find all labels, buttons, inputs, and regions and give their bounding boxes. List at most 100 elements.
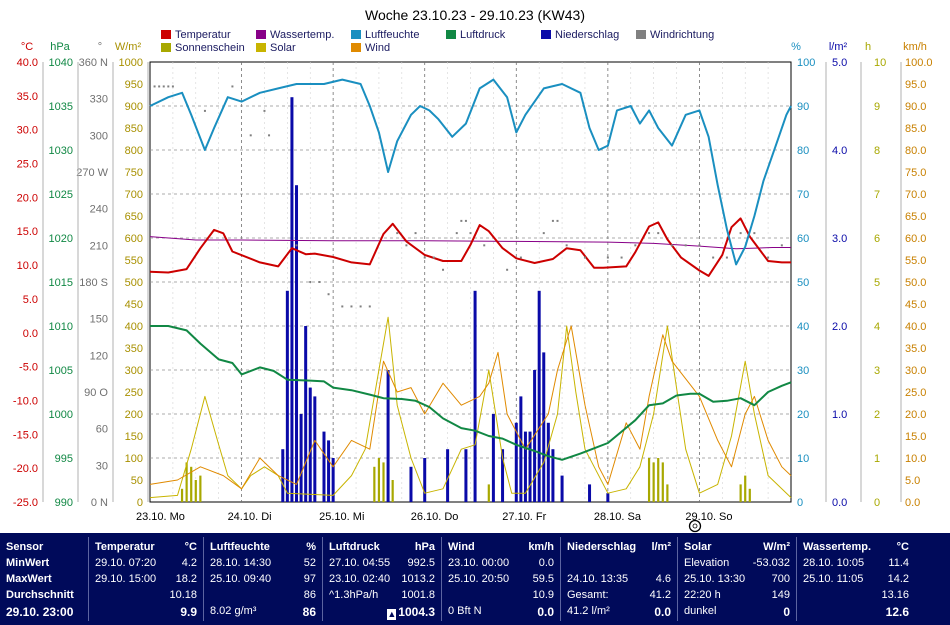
axis-tick-label: 270 W: [76, 167, 108, 179]
bar-niederschlag: [551, 449, 555, 502]
x-tick-label: 24.10. Di: [228, 511, 272, 523]
axis-tick-label: 0: [797, 497, 803, 509]
axis-tick-label: 10: [874, 57, 886, 69]
axis-unit-label: h: [865, 41, 871, 53]
point-windrichtung: [162, 85, 165, 88]
legend-label: Windrichtung: [650, 29, 714, 41]
axis-tick-label: 50.0: [905, 277, 926, 289]
point-windrichtung: [153, 85, 156, 88]
legend-swatch: [351, 43, 361, 52]
point-windrichtung: [396, 232, 399, 235]
point-windrichtung: [460, 219, 463, 222]
bar-niederschlag: [519, 396, 523, 502]
wind-current: 0.0: [537, 605, 554, 619]
axis-tick-label: 90: [797, 101, 809, 113]
line-solar: [149, 316, 792, 499]
axis-tick-label: 1040: [49, 57, 73, 69]
point-windrichtung: [483, 244, 486, 247]
axis-tick-label: 85.0: [905, 123, 926, 135]
panel-col-niederschlag: Niederschlag l/m² 24.10. 13:35 4.6 Gesamt:…: [561, 533, 677, 625]
maxwert-label: MaxWert: [6, 573, 52, 585]
separator: [677, 537, 678, 621]
bar-sonnenschein: [180, 488, 184, 502]
axis-tick-label: 330: [90, 94, 108, 106]
axis-tick-label: 10.0: [17, 260, 38, 272]
bar-sonnenschein: [391, 480, 394, 502]
bar-niederschlag: [281, 449, 285, 502]
point-windrichtung: [414, 232, 417, 235]
x-tick-label: 25.10. Mi: [319, 511, 364, 523]
axis-tick-label: 900: [125, 101, 143, 113]
point-windrichtung: [767, 256, 770, 259]
solar-elevation-value: -53.032: [752, 557, 790, 569]
wind-unit: km/h: [528, 541, 554, 553]
bar-niederschlag: [606, 493, 610, 502]
bar-niederschlag: [546, 422, 550, 502]
axis-tick-label: 850: [125, 123, 143, 135]
axis-tick-label: 1000: [49, 409, 73, 421]
point-windrichtung: [167, 85, 170, 88]
axis-tick-label: 10: [797, 453, 809, 465]
axis-tick-label: 100.0: [905, 57, 933, 69]
bar-niederschlag: [295, 185, 299, 502]
axis-tick-label: 650: [125, 211, 143, 223]
axis-tick-label: 45.0: [905, 299, 926, 311]
weather-chart: Woche 23.10.23 - 29.10.23 (KW43) Tempera…: [13, 7, 933, 533]
cursor-icon[interactable]: [688, 519, 702, 533]
point-windrichtung: [725, 256, 728, 259]
axis-tick-label: 60: [797, 233, 809, 245]
point-windrichtung: [368, 305, 371, 308]
niederschlag-total-label: Gesamt:: [567, 589, 609, 601]
bar-niederschlag: [322, 431, 326, 502]
axis-tick-label: 150: [125, 431, 143, 443]
bar-niederschlag: [528, 431, 532, 502]
axis-tick-label: 15.0: [905, 431, 926, 443]
line-temperatur: [149, 217, 791, 277]
luftfeuchte-max-value: 97: [303, 573, 316, 585]
luftfeuchte-current: 86: [302, 605, 316, 619]
axis-tick-label: 9: [874, 101, 880, 113]
wind-avg-value: 10.9: [532, 589, 554, 601]
axis-tick-label: 5.0: [23, 294, 38, 306]
wind-max-time: 25.10. 20:50: [448, 573, 510, 585]
axis-tick-label: 7: [874, 189, 880, 201]
panel-col-solar: Solar W/m² Elevation -53.032 25.10. 13:30 7…: [678, 533, 796, 625]
point-windrichtung: [318, 281, 321, 283]
axis-tick-label: 50: [797, 277, 809, 289]
axis-tick-label: 6: [874, 233, 880, 245]
luftdruck-avg-value: 1001.8: [401, 589, 435, 601]
point-windrichtung: [684, 244, 687, 247]
wassertemp-min-value: 11.4: [888, 557, 909, 569]
axis-tick-label: 1020: [49, 233, 73, 245]
bar-sonnenschein: [666, 484, 669, 502]
luftdruck-trend: ^1.3hPa/h: [329, 589, 379, 601]
axis-tick-label: 240: [90, 204, 108, 216]
axis-tick-label: 210: [90, 240, 108, 252]
luftdruck-header: Luftdruck: [329, 541, 380, 553]
current-time: 29.10. 23:00: [6, 605, 74, 619]
bar-series: [180, 97, 751, 502]
bar-sonnenschein: [647, 458, 651, 502]
axis-tick-label: 15.0: [17, 226, 38, 238]
solar-max-value: 700: [771, 573, 790, 585]
bar-sonnenschein: [185, 462, 188, 502]
axis-tick-label: 4: [874, 321, 880, 333]
axis-tick-label: 1: [874, 453, 880, 465]
axis-tick-label: 80.0: [905, 145, 926, 157]
niederschlag-sum: 41.2 l/m²: [567, 605, 610, 617]
wassertemp-min-time: 28.10. 10:05: [803, 557, 865, 569]
legend-swatch: [256, 30, 266, 39]
bar-niederschlag: [304, 326, 308, 502]
sensor-header: Sensor: [6, 541, 44, 553]
statistics-panel: Sensor MinWert MaxWert Durchschnitt 29.1…: [0, 533, 950, 625]
luftdruck-min-time: 27.10. 04:55: [329, 557, 391, 569]
legend-label: Luftfeuchte: [365, 29, 419, 41]
axis-tick-label: 995: [55, 453, 73, 465]
bar-niederschlag: [523, 431, 527, 502]
axis-tick-label: 5: [874, 277, 880, 289]
point-windrichtung: [542, 232, 545, 235]
bar-niederschlag: [313, 396, 317, 502]
legend-swatch: [636, 30, 646, 39]
luftdruck-min-value: 992.5: [407, 557, 435, 569]
axis-tick-label: 80: [797, 145, 809, 157]
